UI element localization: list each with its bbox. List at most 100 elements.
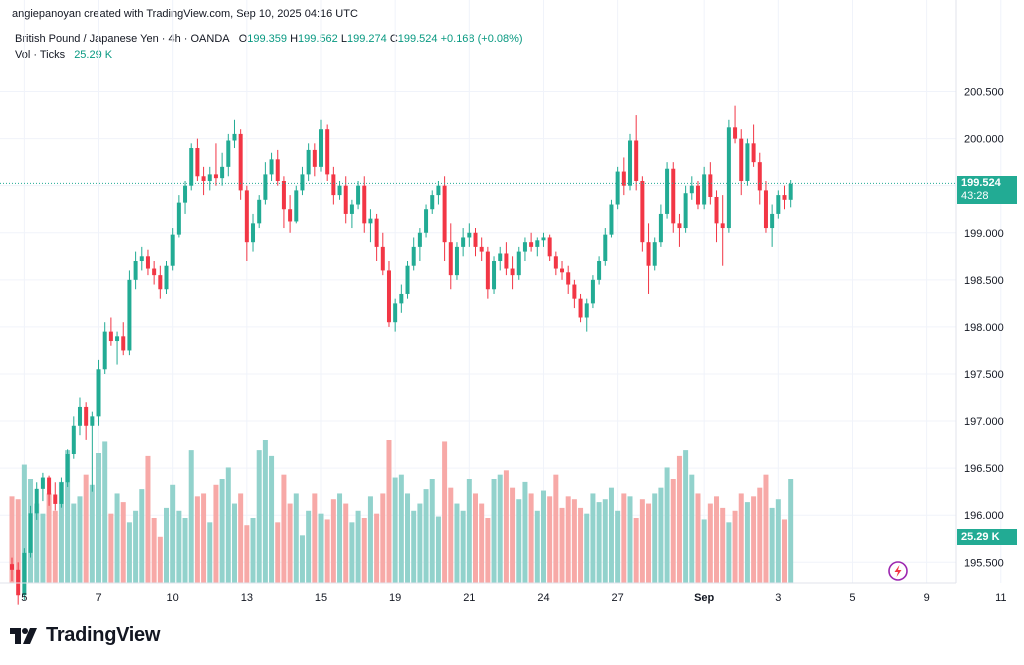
volume-bar xyxy=(355,510,361,583)
tradingview-logo[interactable]: TradingView xyxy=(10,624,160,647)
volume-legend: Vol · Ticks 25.29 K xyxy=(15,49,112,61)
volume-bar xyxy=(497,474,503,583)
volume-bar xyxy=(442,441,448,583)
volume-bar xyxy=(423,489,429,583)
candle-body xyxy=(560,268,565,273)
volume-bar xyxy=(411,510,417,583)
candle-body xyxy=(226,140,231,167)
volume-bar xyxy=(269,455,275,583)
volume-bar xyxy=(757,487,763,583)
volume-bar xyxy=(627,496,633,583)
candle-body xyxy=(733,127,738,139)
volume-bar xyxy=(306,510,312,583)
candle-body xyxy=(331,174,336,196)
volume-bar xyxy=(176,510,182,583)
candle-body xyxy=(47,477,52,495)
x-tick-label: 5 xyxy=(849,592,855,604)
volume-bar xyxy=(281,474,287,583)
symbol-name[interactable]: British Pound / Japanese Yen · 4h · OAND… xyxy=(15,33,230,45)
candle-body xyxy=(708,174,713,197)
tradingview-logo-text: TradingView xyxy=(46,624,161,646)
x-tick-label: Sep xyxy=(694,592,714,604)
volume-bar xyxy=(58,481,64,583)
zap-icon[interactable] xyxy=(888,561,908,581)
candle-body xyxy=(714,196,719,224)
candle-body xyxy=(522,242,527,252)
candle-body xyxy=(244,190,249,243)
volume-bar xyxy=(695,493,701,583)
candle-body xyxy=(572,284,577,299)
volume-bar xyxy=(52,510,58,583)
volume-bar xyxy=(720,507,726,583)
open-label: O xyxy=(238,33,248,45)
candle-body xyxy=(467,232,472,238)
candle-body xyxy=(535,240,540,247)
candle-body xyxy=(65,454,70,483)
candle-body xyxy=(281,180,286,210)
candle-body xyxy=(516,251,521,276)
volume-badge: 25.29 K xyxy=(957,529,1017,545)
candle-body xyxy=(84,406,89,426)
candle-body xyxy=(640,180,645,243)
volume-bar xyxy=(15,499,21,583)
volume-bar xyxy=(201,493,207,583)
candle-body xyxy=(720,223,725,229)
volume-bar xyxy=(658,487,664,583)
candle-body xyxy=(343,185,348,214)
volume-bar xyxy=(324,519,330,583)
candle-body xyxy=(436,185,441,196)
volume-bar xyxy=(225,467,231,583)
candle-body xyxy=(541,237,546,241)
candle-body xyxy=(634,140,639,181)
volume-bar xyxy=(454,503,460,583)
volume-bar xyxy=(608,487,614,583)
candle-body xyxy=(689,185,694,194)
change-value: +0.168 (+0.08%) xyxy=(440,33,523,45)
candle-body xyxy=(300,174,305,191)
candle-body xyxy=(566,272,571,285)
volume-bar xyxy=(96,453,102,583)
volume-bar xyxy=(633,518,639,583)
candle-body xyxy=(356,185,361,205)
candle-body xyxy=(788,183,793,200)
volume-bar xyxy=(553,474,559,583)
candle-body xyxy=(294,190,299,222)
price-axis: 200.500200.000199.500199.000198.500198.0… xyxy=(964,87,1004,570)
candle-body xyxy=(424,209,429,233)
candle-body xyxy=(232,133,237,141)
volume-bar xyxy=(293,493,299,583)
volume-bar xyxy=(571,499,577,583)
candle-body xyxy=(658,213,663,243)
bar-countdown: 43:28 xyxy=(961,190,989,203)
volume-bar xyxy=(448,487,454,583)
volume-bar xyxy=(670,479,676,583)
candle-body xyxy=(133,261,138,280)
candle-body xyxy=(745,143,750,181)
x-tick-label: 21 xyxy=(463,592,475,604)
volume-bar xyxy=(528,493,534,583)
candle-body xyxy=(498,253,503,262)
y-tick-label: 196.500 xyxy=(964,463,1004,475)
candle-body xyxy=(603,234,608,262)
volume-bar xyxy=(250,518,256,583)
candle-body xyxy=(139,256,144,262)
volume-bar xyxy=(701,519,707,583)
candle-body xyxy=(176,202,181,235)
volume-bar xyxy=(707,503,713,583)
candle-body xyxy=(417,232,422,247)
volume-bar xyxy=(683,450,689,583)
symbol-legend: British Pound / Japanese Yen · 4h · OAND… xyxy=(15,33,523,45)
candle-body xyxy=(461,237,466,247)
volume-bar xyxy=(46,493,52,583)
candle-body xyxy=(145,256,150,269)
candle-body xyxy=(251,223,256,243)
candle-body xyxy=(615,171,620,205)
volume-bar xyxy=(188,450,194,583)
volume-bar xyxy=(565,496,571,583)
candle-body xyxy=(152,268,157,276)
volume-bar xyxy=(751,496,757,583)
volume-label[interactable]: Vol · Ticks xyxy=(15,49,66,61)
candle-body xyxy=(337,185,342,196)
high-label: H xyxy=(290,33,299,45)
